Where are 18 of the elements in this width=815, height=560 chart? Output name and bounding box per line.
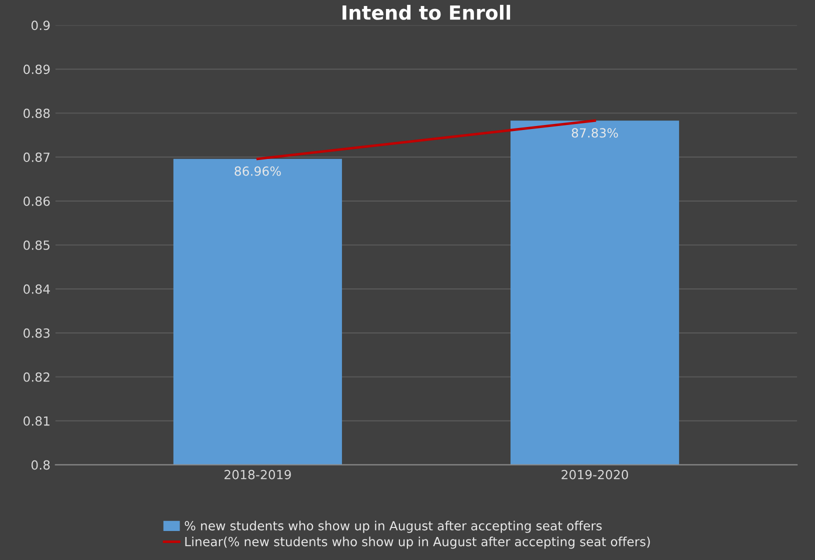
y-tick-label: 0.9: [32, 20, 50, 30]
y-tick-label: 0.88: [24, 108, 50, 118]
legend-label: % new students who show up in August after accepting seat offers: [184, 520, 602, 533]
x-tick-label: 2018-2019: [224, 470, 291, 480]
y-tick-label: 0.84: [24, 284, 50, 294]
y-tick-label: 0.86: [24, 196, 50, 206]
data-label: 86.96%: [234, 166, 281, 176]
y-tick-label: 0.89: [24, 64, 50, 74]
y-tick-label: 0.87: [24, 152, 50, 162]
y-tick-label: 0.82: [24, 372, 50, 382]
y-tick-label: 0.85: [24, 240, 50, 250]
chart-title: Intend to Enroll: [342, 4, 510, 20]
y-tick-label: 0.81: [24, 416, 50, 426]
y-tick-label: 0.8: [32, 460, 50, 470]
data-label: 87.83%: [572, 128, 618, 138]
y-tick-label: 0.83: [24, 328, 50, 338]
x-tick-label: 2019-2020: [562, 470, 628, 480]
legend-label: Linear(% new students who show up in August after accepting seat offers): [185, 536, 650, 549]
